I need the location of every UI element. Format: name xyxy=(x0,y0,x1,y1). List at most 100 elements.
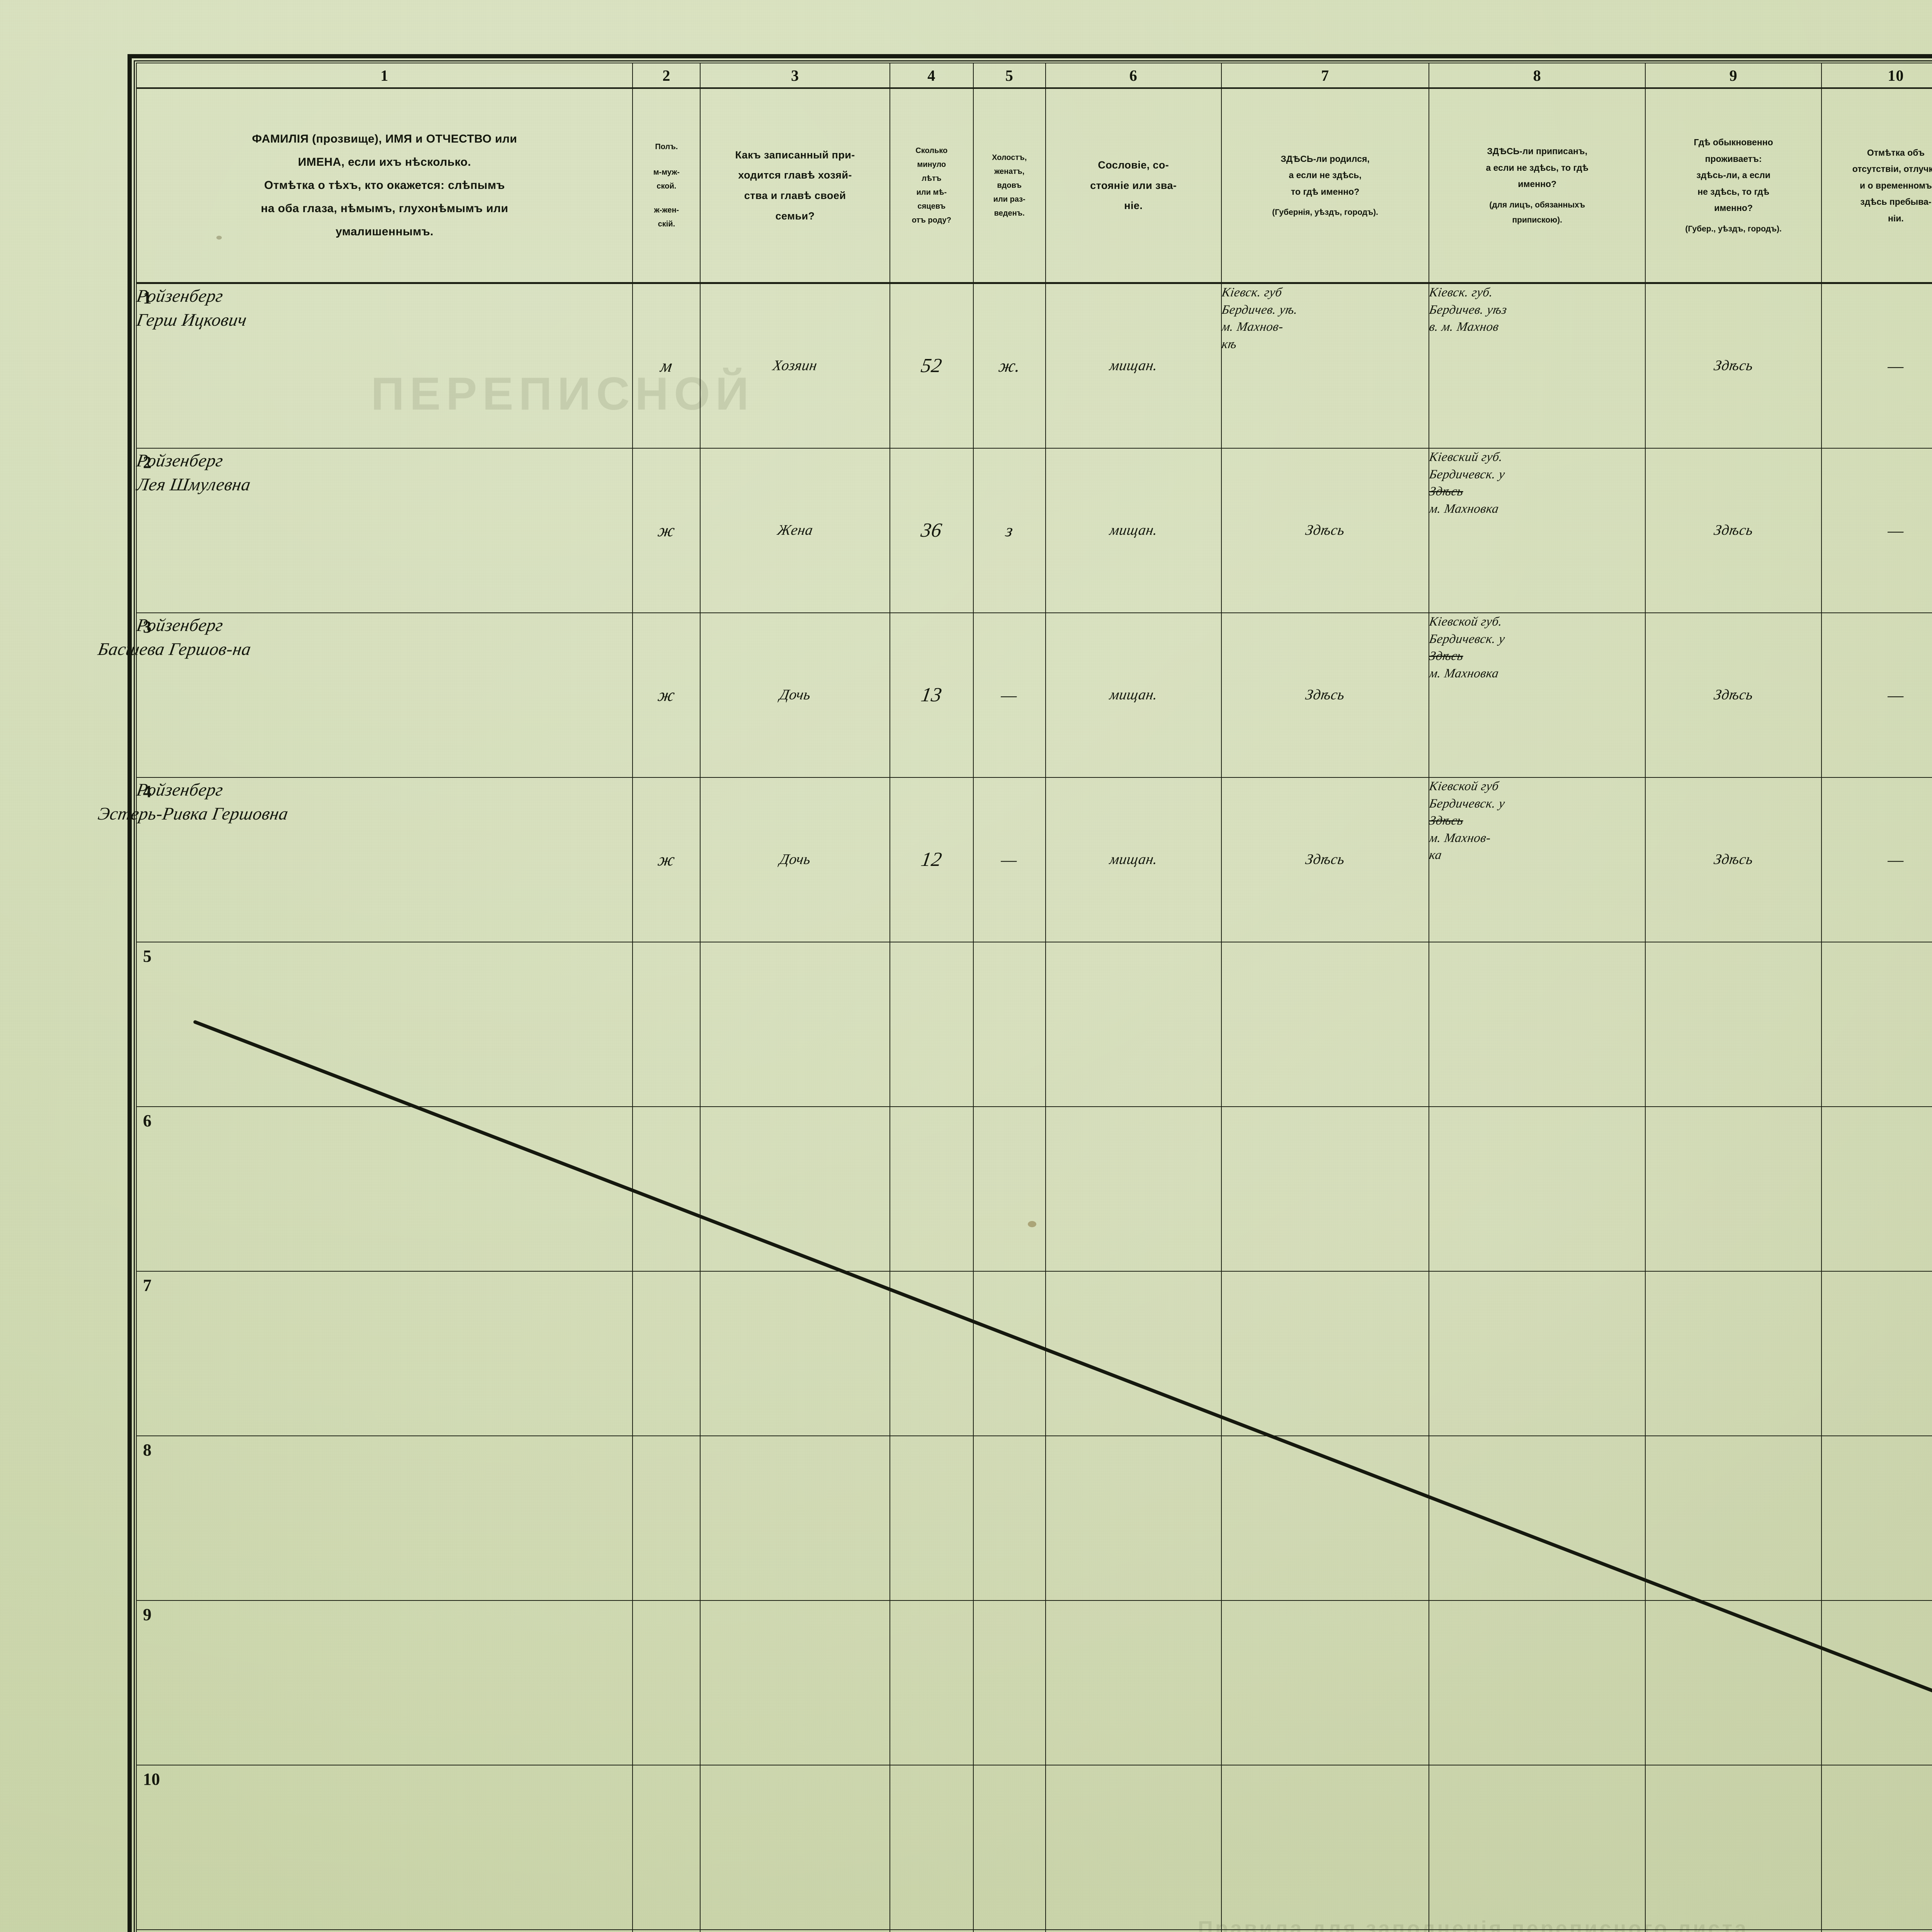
cell-estate[interactable] xyxy=(1045,1600,1222,1765)
cell-marital[interactable] xyxy=(973,1271,1046,1436)
cell-registered[interactable] xyxy=(1429,1435,1646,1601)
cell-relation[interactable] xyxy=(700,1435,890,1601)
cell-relation[interactable]: Дочь xyxy=(700,777,890,942)
cell-estate[interactable] xyxy=(1045,942,1222,1107)
cell-relation[interactable] xyxy=(700,1765,890,1930)
cell-residence[interactable]: Здѣсь xyxy=(1645,612,1822,778)
cell-birthplace[interactable] xyxy=(1221,1765,1430,1930)
cell-residence[interactable] xyxy=(1645,1600,1822,1765)
cell-registered[interactable]: Кіевск. губ. Бердичев. уѣз в. м. Махнов xyxy=(1428,282,1646,449)
cell-sex[interactable] xyxy=(632,1435,701,1601)
cell-registered[interactable]: Кіевской губ Бердичевск. у Здѣсь м. Махн… xyxy=(1428,777,1646,942)
table-row[interactable]: 4 Ройзенберг Эстерь-Ривка Гершовна ж Доч… xyxy=(97,777,1932,942)
cell-marital[interactable]: ж. xyxy=(973,282,1046,449)
cell-name[interactable]: 4 Ройзенберг Эстерь-Ривка Гершовна xyxy=(97,777,633,942)
cell-absence[interactable] xyxy=(1821,1435,1932,1601)
cell-absence[interactable] xyxy=(1821,942,1932,1107)
cell-registered[interactable] xyxy=(1429,1600,1646,1765)
cell-age[interactable]: 52 xyxy=(889,282,974,449)
cell-age[interactable] xyxy=(889,1106,974,1272)
cell-residence[interactable] xyxy=(1645,1271,1822,1436)
cell-age[interactable] xyxy=(889,942,974,1107)
cell-birthplace[interactable] xyxy=(1221,942,1430,1107)
table-row[interactable]: 10 1 2 xyxy=(136,1765,1932,1930)
table-row[interactable]: 3 Ройзенберг Басшева Гершов-на ж Дочь 13… xyxy=(97,612,1932,778)
cell-name[interactable]: 8 xyxy=(136,1435,633,1601)
cell-sex[interactable] xyxy=(632,1600,701,1765)
cell-marital[interactable] xyxy=(973,1435,1046,1601)
cell-marital[interactable]: — xyxy=(973,612,1046,778)
cell-residence[interactable] xyxy=(1645,1106,1822,1272)
cell-sex[interactable] xyxy=(632,942,701,1107)
cell-name[interactable]: 5 xyxy=(136,942,633,1107)
cell-absence[interactable]: — xyxy=(1821,777,1932,942)
cell-sex[interactable]: ж xyxy=(632,612,701,778)
cell-sex[interactable] xyxy=(632,1106,701,1272)
cell-registered[interactable] xyxy=(1429,1765,1646,1930)
cell-estate[interactable] xyxy=(1045,1271,1222,1436)
cell-name[interactable]: 3 Ройзенберг Басшева Гершов-на xyxy=(97,612,633,778)
cell-residence[interactable] xyxy=(1645,1435,1822,1601)
cell-registered[interactable]: Кіевский губ. Бердичевск. у Здѣсь м. Мах… xyxy=(1428,448,1646,613)
cell-estate[interactable]: мищан. xyxy=(1045,777,1222,942)
cell-registered[interactable] xyxy=(1429,1106,1646,1272)
cell-relation[interactable] xyxy=(700,1271,890,1436)
table-row[interactable]: 2 Ройзенберг Лея Шмулевна ж Жена 36 з ми… xyxy=(135,448,1932,613)
cell-name[interactable]: 7 xyxy=(136,1271,633,1436)
cell-birthplace[interactable]: Кіевск. губ Бердичев. уѣ. м. Махнов- кѣ xyxy=(1221,282,1430,449)
cell-age[interactable] xyxy=(889,1765,974,1930)
cell-birthplace[interactable] xyxy=(1221,1600,1430,1765)
table-row[interactable]: 8 1 2 xyxy=(136,1435,1932,1601)
cell-relation[interactable]: Хозяин xyxy=(700,282,890,449)
cell-birthplace[interactable]: Здѣсь xyxy=(1221,777,1430,942)
cell-absence[interactable] xyxy=(1821,1106,1932,1272)
cell-name[interactable]: 10 xyxy=(136,1765,633,1930)
cell-residence[interactable] xyxy=(1645,942,1822,1107)
cell-estate[interactable] xyxy=(1045,1106,1222,1272)
cell-name[interactable]: 1 Ройзенберг Герш Ицкович xyxy=(135,282,633,449)
cell-age[interactable] xyxy=(889,1435,974,1601)
cell-sex[interactable]: ж xyxy=(632,777,701,942)
cell-relation[interactable]: Жена xyxy=(700,448,890,613)
cell-marital[interactable] xyxy=(973,1106,1046,1272)
cell-sex[interactable]: м xyxy=(632,282,701,449)
cell-absence[interactable] xyxy=(1821,1765,1932,1930)
cell-estate[interactable] xyxy=(1045,1435,1222,1601)
cell-absence[interactable]: — xyxy=(1821,282,1932,449)
cell-relation[interactable] xyxy=(700,1106,890,1272)
cell-birthplace[interactable] xyxy=(1221,1271,1430,1436)
cell-sex[interactable] xyxy=(632,1271,701,1436)
table-row[interactable]: 6 1 2 xyxy=(136,1106,1932,1272)
cell-registered[interactable] xyxy=(1429,942,1646,1107)
cell-birthplace[interactable] xyxy=(1221,1435,1430,1601)
cell-name[interactable]: 9 xyxy=(136,1600,633,1765)
cell-age[interactable]: 36 xyxy=(889,448,974,613)
cell-marital[interactable] xyxy=(973,1765,1046,1930)
cell-estate[interactable] xyxy=(1045,1765,1222,1930)
cell-relation[interactable] xyxy=(700,942,890,1107)
cell-birthplace[interactable] xyxy=(1221,1106,1430,1272)
cell-age[interactable]: 12 xyxy=(889,777,974,942)
cell-marital[interactable] xyxy=(973,942,1046,1107)
cell-sex[interactable]: ж xyxy=(632,448,701,613)
cell-marital[interactable] xyxy=(973,1600,1046,1765)
cell-residence[interactable]: Здѣсь xyxy=(1645,282,1822,449)
cell-sex[interactable] xyxy=(632,1765,701,1930)
cell-relation[interactable]: Дочь xyxy=(700,612,890,778)
cell-age[interactable]: 13 xyxy=(889,612,974,778)
cell-name[interactable]: 6 xyxy=(136,1106,633,1272)
cell-absence[interactable] xyxy=(1821,1271,1932,1436)
cell-relation[interactable] xyxy=(700,1600,890,1765)
cell-residence[interactable]: Здѣсь xyxy=(1645,448,1822,613)
cell-age[interactable] xyxy=(889,1600,974,1765)
cell-estate[interactable]: мищан. xyxy=(1045,612,1222,778)
cell-marital[interactable]: — xyxy=(973,777,1046,942)
cell-name[interactable]: 2 Ройзенберг Лея Шмулевна xyxy=(135,448,633,613)
cell-birthplace[interactable]: Здѣсь xyxy=(1221,612,1430,778)
cell-residence[interactable]: Здѣсь xyxy=(1645,777,1822,942)
table-row[interactable]: 9 1 2 xyxy=(136,1600,1932,1765)
cell-marital[interactable]: з xyxy=(973,448,1046,613)
cell-age[interactable] xyxy=(889,1271,974,1436)
table-row[interactable]: 7 1 2 xyxy=(136,1271,1932,1436)
cell-birthplace[interactable]: Здѣсь xyxy=(1221,448,1430,613)
